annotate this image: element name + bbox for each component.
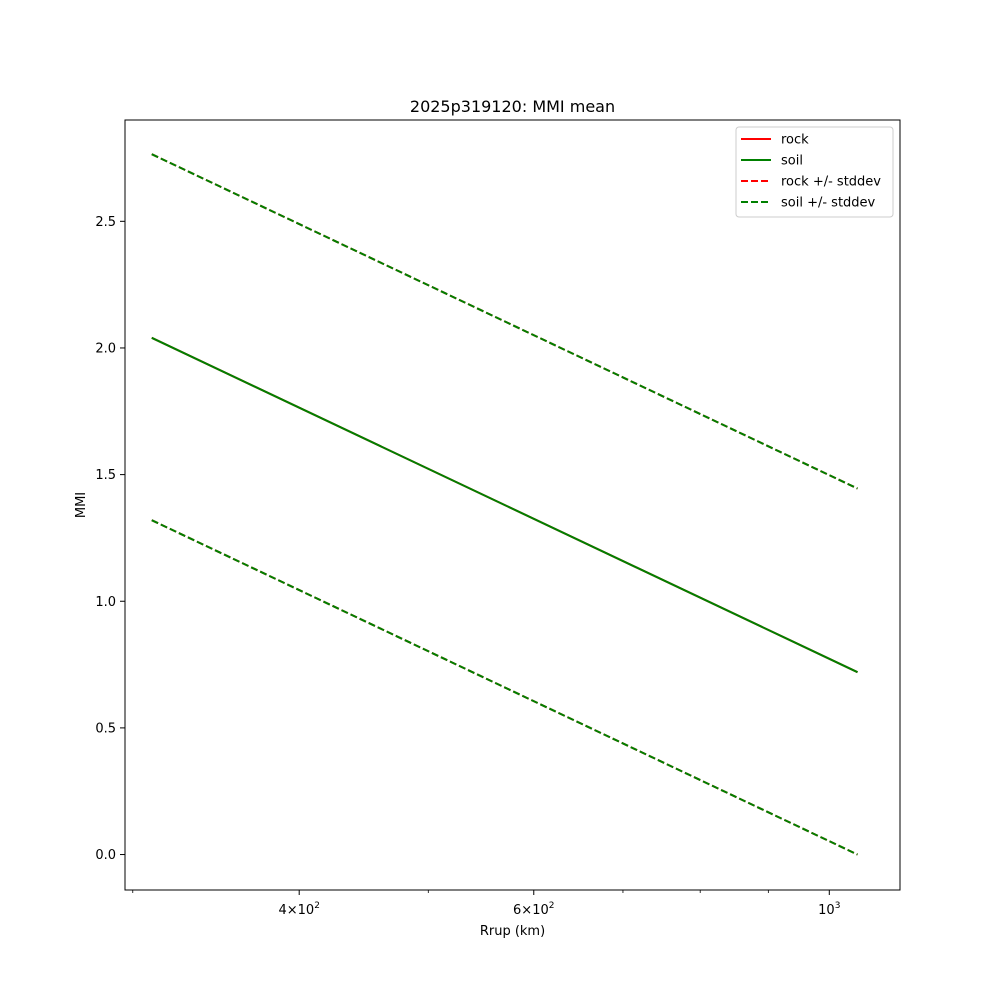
legend-box [735, 126, 894, 218]
y-tick-label-3: 1.5 [95, 468, 116, 483]
legend-label-1: soil [781, 154, 803, 169]
legend-label-3: soil +/- stddev [781, 196, 876, 211]
series-line-soil-stddev-5 [151, 519, 858, 856]
y-axis: 0.0 0.5 1.0 1.5 2.0 2.5 [95, 215, 125, 863]
legend-label-0: rock [781, 133, 809, 148]
x-axis: 4×102 6×102 103 [132, 890, 840, 918]
y-tick-label-0: 0.0 [95, 848, 116, 863]
y-tick-label-4: 2.0 [95, 341, 116, 356]
x-axis-label: Rrup (km) [480, 924, 545, 939]
y-tick-label-1: 0.5 [95, 721, 116, 736]
series-line-soil-1 [151, 336, 858, 674]
y-tick-label-5: 2.5 [95, 215, 116, 230]
x-tick-label-2: 103 [818, 901, 840, 918]
legend: rock soil rock +/- stddev soil +/- stddev [735, 126, 894, 218]
chart-title: 2025p319120: MMI mean [410, 97, 615, 116]
y-tick-label-2: 1.0 [95, 595, 116, 610]
plot-lines [151, 153, 858, 856]
series-line-soil-stddev-4 [151, 153, 858, 490]
y-axis-label: MMI [74, 492, 89, 518]
x-tick-label-0: 4×102 [278, 901, 319, 918]
plot-area-frame [124, 119, 901, 891]
x-tick-label-1: 6×102 [513, 901, 554, 918]
legend-label-2: rock +/- stddev [781, 175, 881, 190]
